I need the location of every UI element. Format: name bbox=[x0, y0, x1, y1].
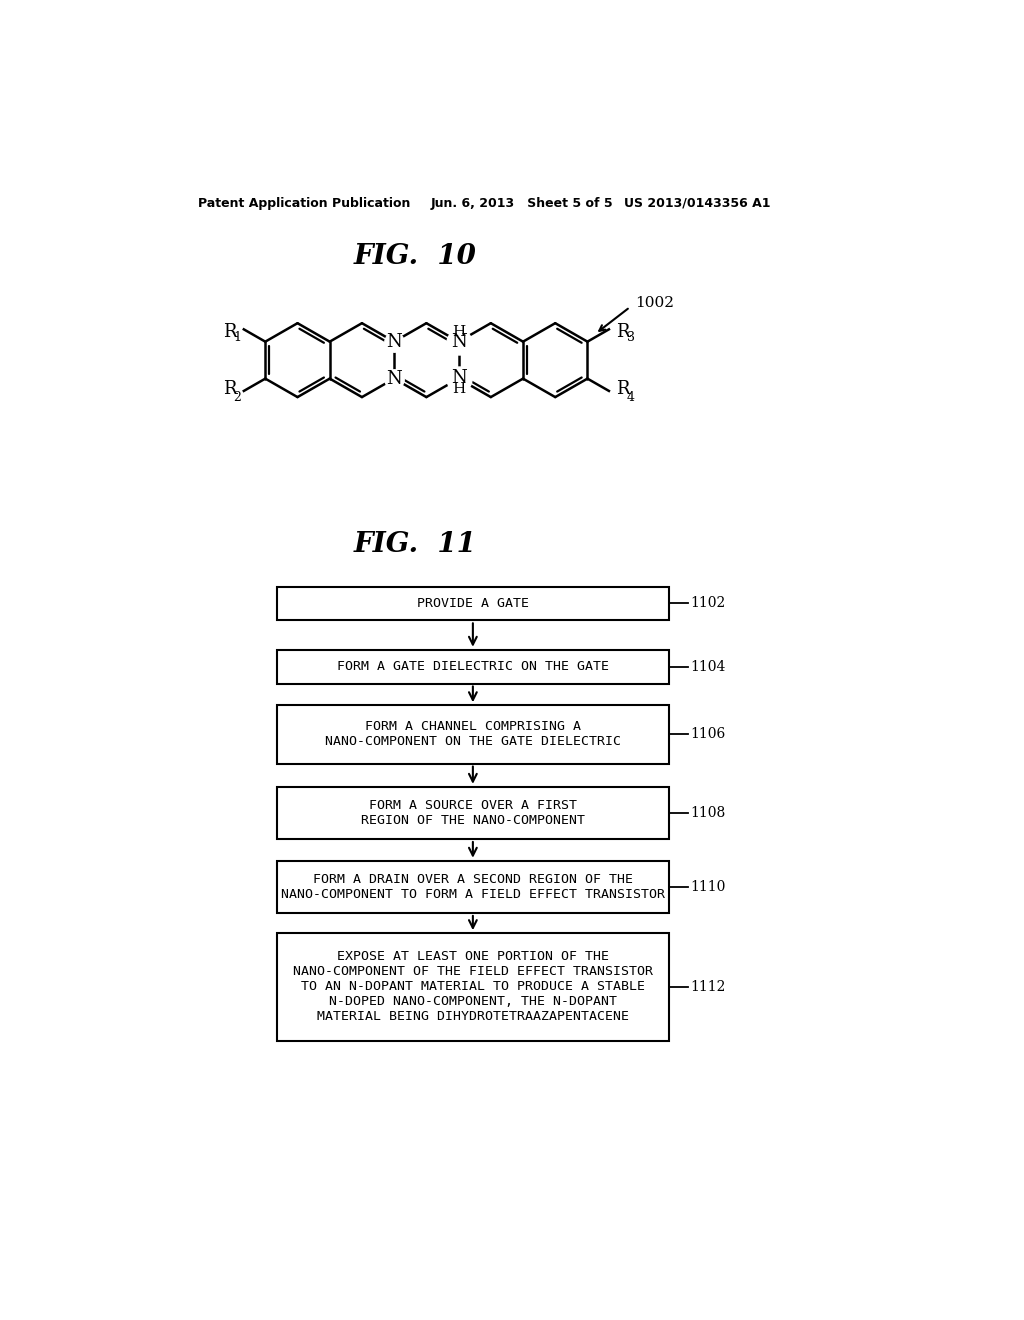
Text: 1102: 1102 bbox=[690, 597, 726, 610]
Text: FORM A DRAIN OVER A SECOND REGION OF THE
NANO-COMPONENT TO FORM A FIELD EFFECT T: FORM A DRAIN OVER A SECOND REGION OF THE… bbox=[281, 873, 665, 900]
Text: FORM A SOURCE OVER A FIRST
REGION OF THE NANO-COMPONENT: FORM A SOURCE OVER A FIRST REGION OF THE… bbox=[360, 799, 585, 826]
Text: N: N bbox=[451, 334, 467, 351]
Text: R: R bbox=[616, 380, 630, 397]
Text: R: R bbox=[223, 380, 237, 397]
Text: 4: 4 bbox=[627, 391, 635, 404]
Text: 1108: 1108 bbox=[690, 807, 726, 820]
Text: 3: 3 bbox=[627, 330, 635, 343]
Bar bbox=[276, 933, 669, 1040]
Text: FIG.  11: FIG. 11 bbox=[353, 532, 476, 558]
Bar bbox=[276, 649, 669, 684]
Text: PROVIDE A GATE: PROVIDE A GATE bbox=[417, 597, 528, 610]
Text: US 2013/0143356 A1: US 2013/0143356 A1 bbox=[624, 197, 770, 210]
Text: 1112: 1112 bbox=[690, 979, 726, 994]
Bar bbox=[276, 787, 669, 840]
Text: 1110: 1110 bbox=[690, 880, 726, 894]
Text: N: N bbox=[451, 368, 467, 387]
Text: FORM A GATE DIELECTRIC ON THE GATE: FORM A GATE DIELECTRIC ON THE GATE bbox=[337, 660, 609, 673]
Text: N: N bbox=[386, 333, 402, 351]
Text: 1106: 1106 bbox=[690, 727, 726, 742]
Text: H: H bbox=[452, 325, 465, 339]
Text: FORM A CHANNEL COMPRISING A
NANO-COMPONENT ON THE GATE DIELECTRIC: FORM A CHANNEL COMPRISING A NANO-COMPONE… bbox=[325, 721, 621, 748]
Text: R: R bbox=[616, 322, 630, 341]
Text: R: R bbox=[223, 322, 237, 341]
Text: 1002: 1002 bbox=[636, 296, 675, 310]
Text: 1: 1 bbox=[233, 330, 242, 343]
Text: FIG.  10: FIG. 10 bbox=[353, 243, 476, 271]
Text: EXPOSE AT LEAST ONE PORTION OF THE
NANO-COMPONENT OF THE FIELD EFFECT TRANSISTOR: EXPOSE AT LEAST ONE PORTION OF THE NANO-… bbox=[293, 950, 653, 1023]
Bar bbox=[276, 861, 669, 913]
Text: Patent Application Publication: Patent Application Publication bbox=[198, 197, 411, 210]
Text: 1104: 1104 bbox=[690, 660, 726, 673]
Bar bbox=[276, 705, 669, 763]
Bar bbox=[276, 586, 669, 620]
Text: 2: 2 bbox=[233, 391, 242, 404]
Text: H: H bbox=[452, 381, 465, 396]
Text: N: N bbox=[386, 370, 402, 388]
Text: Jun. 6, 2013   Sheet 5 of 5: Jun. 6, 2013 Sheet 5 of 5 bbox=[430, 197, 613, 210]
